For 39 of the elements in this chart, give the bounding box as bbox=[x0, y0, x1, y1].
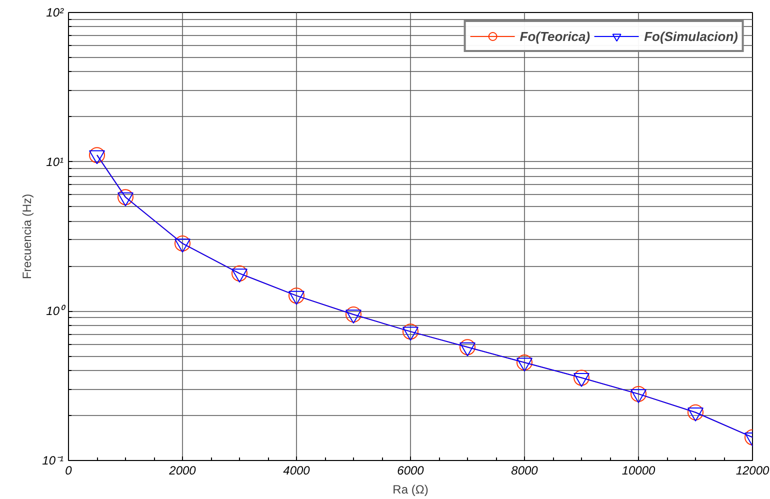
point bbox=[402, 326, 418, 341]
point bbox=[516, 358, 532, 372]
point bbox=[460, 342, 476, 356]
point bbox=[688, 408, 704, 422]
x-tick-label: 4000 bbox=[283, 464, 310, 478]
x-tick-label: 6000 bbox=[397, 464, 424, 478]
point bbox=[174, 235, 190, 252]
point bbox=[232, 265, 248, 282]
x-tick-label: 2000 bbox=[168, 464, 196, 478]
y-tick-label: 10¹ bbox=[46, 154, 64, 169]
legend-label: Fo(Simulacion) bbox=[644, 28, 738, 44]
y-tick-label: 10⁰ bbox=[46, 304, 66, 318]
point bbox=[346, 310, 362, 324]
y-tick-label: 10⁻¹ bbox=[42, 454, 64, 468]
y-tick-label: 10² bbox=[46, 6, 65, 20]
point bbox=[688, 404, 704, 420]
point bbox=[630, 386, 646, 402]
point bbox=[118, 192, 134, 206]
legend-label: Fo(Teorica) bbox=[520, 28, 590, 44]
point bbox=[89, 147, 105, 164]
x-tick-label: 0 bbox=[65, 464, 72, 478]
point bbox=[174, 238, 190, 253]
point bbox=[288, 288, 304, 304]
point bbox=[118, 189, 134, 206]
point bbox=[574, 372, 590, 387]
x-tick-label: 10000 bbox=[622, 464, 656, 478]
y-axis-title: Frecuencia (Hz) bbox=[20, 194, 34, 280]
point bbox=[288, 290, 304, 305]
point bbox=[630, 389, 646, 404]
point bbox=[574, 370, 590, 386]
x-tick-label: 8000 bbox=[511, 464, 538, 478]
point bbox=[232, 268, 248, 283]
point bbox=[346, 306, 362, 322]
point bbox=[402, 324, 418, 340]
point bbox=[516, 354, 532, 371]
point bbox=[89, 150, 105, 164]
x-axis-title: Ra (Ω) bbox=[392, 482, 428, 496]
x-tick-label: 12000 bbox=[736, 464, 770, 478]
point bbox=[460, 339, 476, 356]
